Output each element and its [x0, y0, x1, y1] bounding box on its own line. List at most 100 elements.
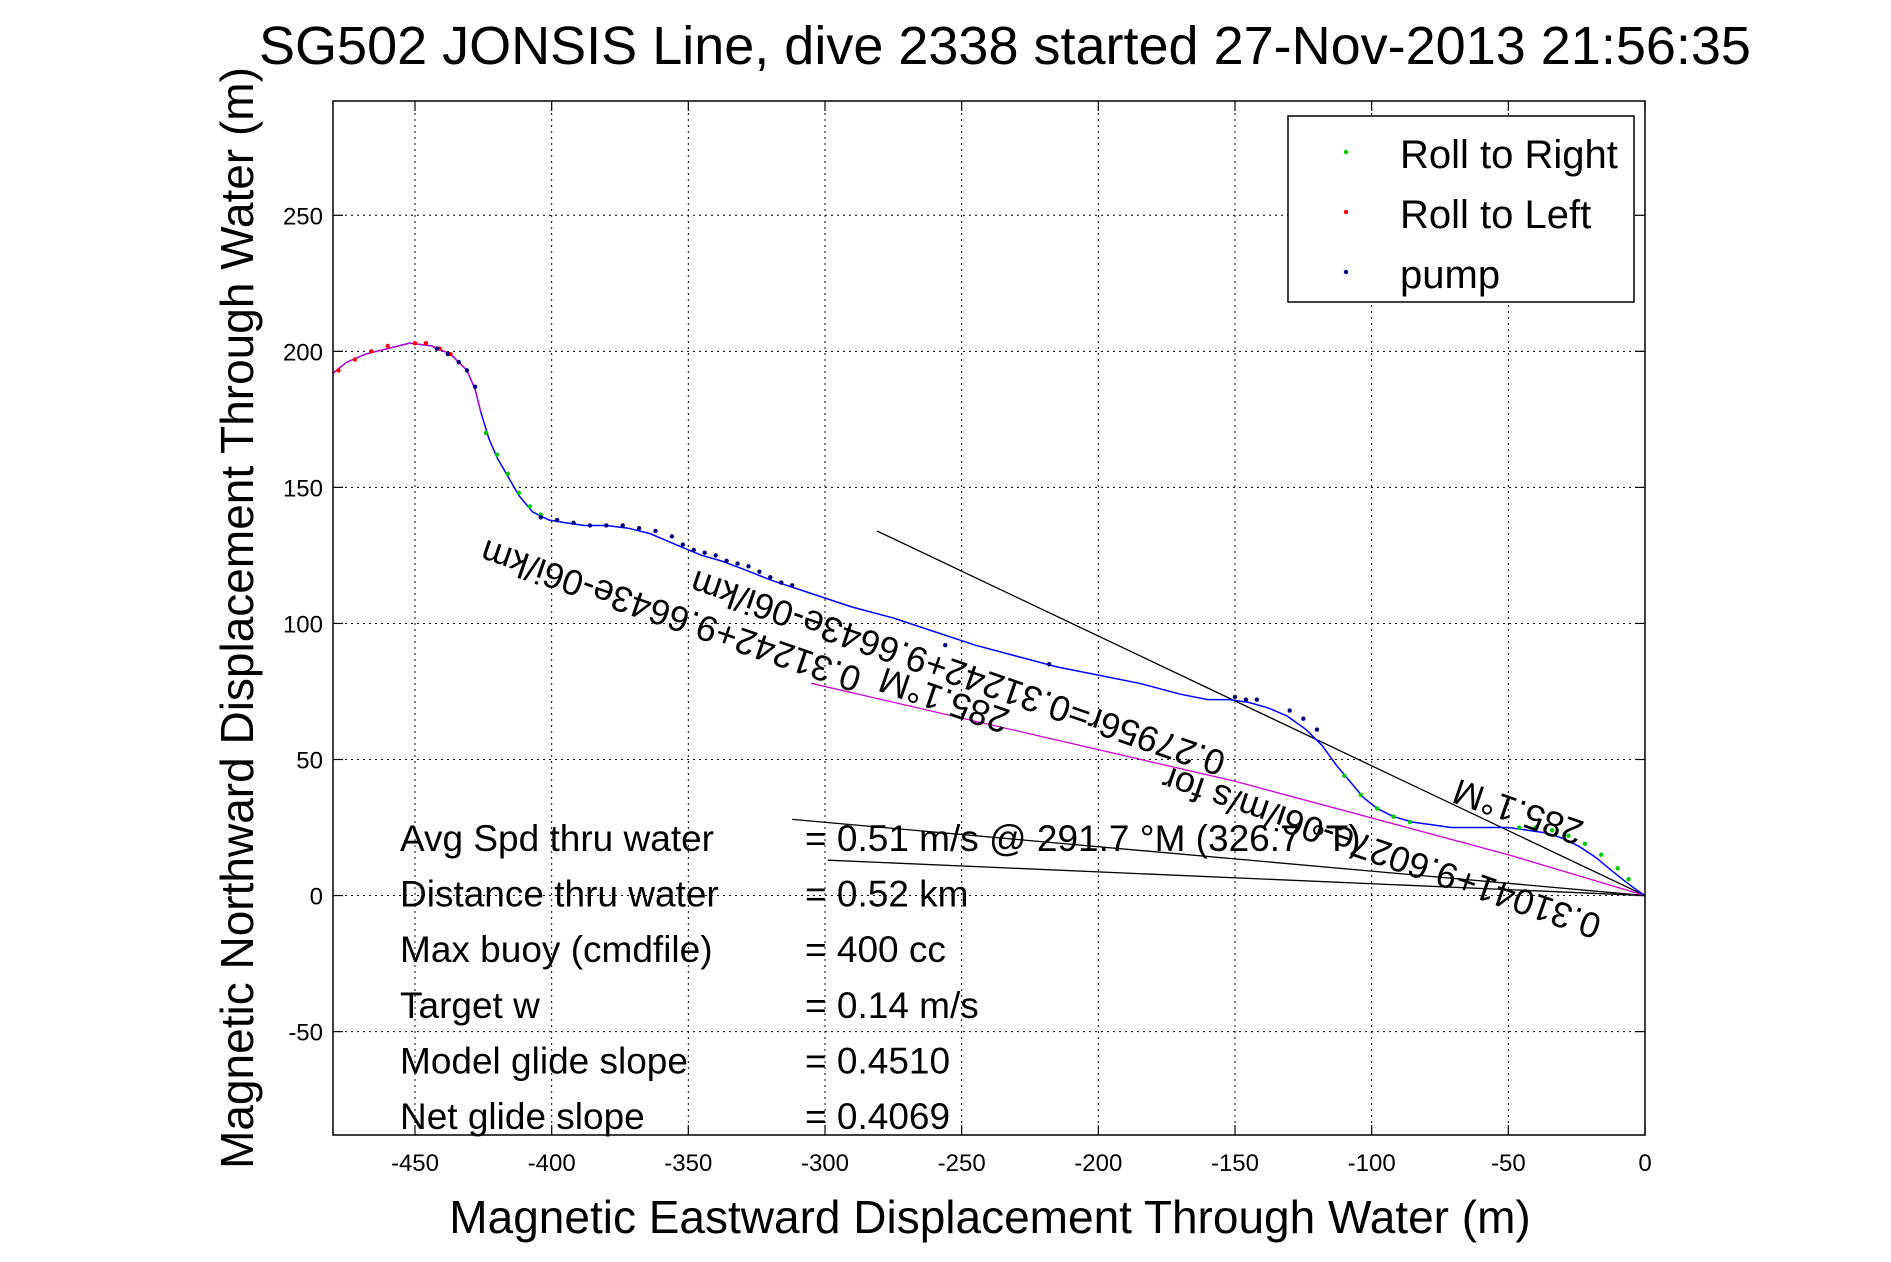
annotation-label: Distance thru water	[400, 874, 719, 915]
roll-right-point	[1626, 877, 1631, 882]
pump-point	[735, 561, 740, 566]
pump-point	[669, 534, 675, 539]
x-tick-label: -250	[938, 1150, 986, 1177]
roll-right-point	[1549, 828, 1555, 833]
y-tick-label: 100	[283, 611, 323, 638]
pump-point	[1314, 727, 1320, 732]
annotation-label: Avg Spd thru water	[400, 818, 714, 859]
statistics-annotations: Avg Spd thru water = 0.51 m/s @ 291.7 °M …	[400, 818, 1361, 1137]
x-tick-label: -100	[1348, 1150, 1396, 1177]
x-tick-label: -450	[391, 1150, 439, 1177]
roll-right-point	[1566, 833, 1571, 838]
y-axis-label: Magnetic Northward Displacement Through …	[211, 67, 263, 1169]
annotation-value: = 0.52 km	[805, 874, 969, 915]
roll-left-point	[385, 343, 390, 349]
roll-right-point	[494, 452, 500, 457]
roll-right-point	[1358, 792, 1363, 798]
pump-point	[724, 558, 729, 564]
y-tick-label: 250	[283, 203, 323, 230]
pump-point	[746, 564, 751, 569]
reference-lines	[792, 530, 1646, 897]
pump-point	[434, 346, 440, 351]
track-line	[332, 342, 1646, 897]
roll-right-point	[527, 504, 532, 509]
roll-left-point	[369, 349, 374, 354]
pump-point	[653, 528, 658, 534]
pump-point	[445, 351, 450, 357]
x-tick-label: -50	[1491, 1150, 1526, 1177]
annotation-value: = 400 cc	[805, 929, 946, 970]
roll-right-point	[1391, 814, 1396, 819]
x-axis-label: Magnetic Eastward Displacement Through W…	[449, 1191, 1530, 1243]
pump-point	[943, 643, 948, 648]
legend-marker	[1343, 209, 1349, 215]
pump-point	[571, 520, 576, 525]
chart-title: SG502 JONSIS Line, dive 2338 started 27-…	[259, 16, 1751, 76]
roll-right-point	[505, 471, 511, 476]
x-tick-label: -350	[664, 1150, 712, 1177]
roll-right-point	[1582, 841, 1588, 847]
x-tick-label: -150	[1211, 1150, 1259, 1177]
y-tick-label: 0	[310, 884, 323, 911]
roll-left-point	[336, 368, 341, 373]
current-direction-line	[876, 530, 1646, 897]
roll-right-point	[483, 430, 489, 436]
roll-right-point	[1615, 866, 1620, 871]
pump-point	[768, 574, 773, 580]
legend-marker	[1343, 269, 1349, 275]
marker-points	[336, 340, 1631, 882]
legend: Roll to Right Roll to Left pump	[1287, 115, 1635, 303]
pump-point	[464, 368, 470, 373]
pump-point	[538, 515, 543, 520]
pump-point	[1046, 662, 1052, 667]
pump-point	[790, 583, 795, 588]
pump-point	[691, 547, 696, 553]
annotation-label: Max buoy (cmdfile)	[400, 929, 713, 970]
pump-point	[1232, 694, 1238, 700]
x-tick-label: -200	[1074, 1150, 1122, 1177]
pump-point	[1301, 716, 1306, 721]
x-tick-label: -400	[528, 1150, 576, 1177]
model-track-line	[811, 682, 1646, 897]
pump-point	[1254, 697, 1260, 702]
roll-right-point	[1517, 825, 1522, 830]
legend-label: Roll to Left	[1400, 193, 1591, 237]
roll-right-point	[1599, 852, 1604, 857]
pump-point	[779, 580, 784, 585]
x-tick-label: 0	[1638, 1150, 1651, 1177]
pump-point	[757, 569, 762, 574]
legend-label: Roll to Right	[1400, 133, 1618, 177]
pump-point	[620, 523, 625, 528]
pump-point	[680, 542, 686, 547]
annotation-value: = 0.51 m/s @ 291.7 °M (326.7 °T)	[805, 818, 1361, 859]
annotation-value: = 0.4510	[805, 1040, 950, 1081]
pump-point	[1287, 708, 1292, 713]
roll-left-point	[412, 340, 418, 346]
roll-right-point	[1407, 819, 1413, 825]
annotation-label: Net glide slope	[400, 1096, 645, 1137]
pump-point	[702, 550, 707, 555]
y-tick-label: 200	[283, 339, 323, 366]
annotation-value: = 0.14 m/s	[805, 985, 979, 1026]
pump-point	[604, 523, 609, 528]
legend-label: pump	[1400, 253, 1500, 297]
annotation-label: Target w	[400, 985, 540, 1026]
pump-point	[472, 384, 478, 389]
roll-right-point	[1342, 773, 1347, 779]
roll-left-point	[423, 340, 429, 346]
pump-point	[587, 523, 593, 528]
roll-right-point	[516, 490, 522, 496]
legend-marker	[1343, 149, 1349, 155]
roll-right-point	[1533, 825, 1538, 830]
pump-point	[554, 517, 560, 523]
pump-point	[1243, 697, 1249, 702]
x-tick-label: -300	[801, 1150, 849, 1177]
annotation-label: Model glide slope	[400, 1040, 688, 1081]
axis-ticks: -450 -400 -350 -300 -250 -200 -150 -100 -50 0 -50 0…	[283, 101, 1652, 1177]
plot-frame	[332, 100, 1646, 1136]
pump-point	[456, 360, 461, 365]
y-tick-label: 150	[283, 475, 323, 502]
roll-right-point	[1374, 806, 1380, 811]
y-tick-label: 50	[296, 747, 323, 774]
